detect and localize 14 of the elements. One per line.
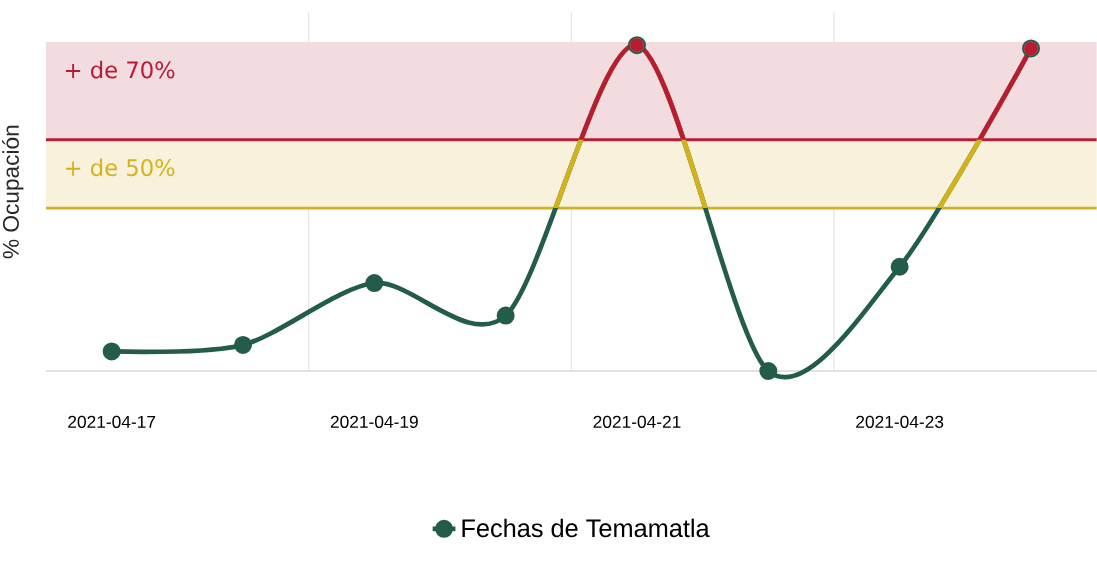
point — [102, 342, 121, 361]
legend-label: Fechas de Temamatla — [462, 518, 710, 538]
point — [759, 361, 778, 381]
point — [233, 335, 253, 354]
point — [890, 257, 909, 276]
x-tick-label: 2021-04-17 — [68, 415, 156, 428]
point — [496, 306, 515, 325]
band-label: + de 50% — [66, 158, 175, 177]
x-tick-label: 2021-04-19 — [330, 415, 418, 428]
band-label: + de 70% — [66, 60, 175, 79]
point — [365, 274, 384, 293]
x-tick-label: 2021-04-21 — [593, 415, 681, 428]
x-tick-label: 2021-04-23 — [856, 415, 944, 428]
y-axis-title: % Ocupación — [2, 125, 24, 259]
